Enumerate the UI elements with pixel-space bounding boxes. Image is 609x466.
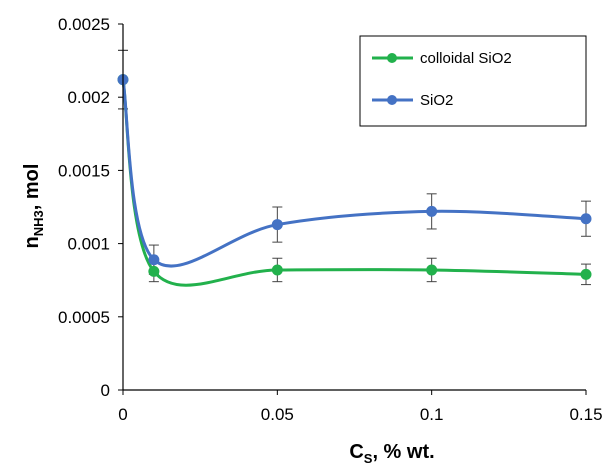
data-point-sio2 <box>148 254 160 266</box>
x-axis-title: CS, % wt. <box>349 441 434 466</box>
x-tick-label: 0.1 <box>420 405 444 424</box>
data-point-colloidal-sio2 <box>271 264 283 276</box>
legend-box <box>359 35 587 127</box>
tick-labels: 0 0.0005 0.001 0.0015 0.002 0.0025 0 0.05 0.1 0.1… <box>58 15 603 424</box>
data-point-colloidal-sio2 <box>426 264 438 276</box>
x-tick-label: 0 <box>118 405 127 424</box>
data-point-colloidal-sio2 <box>580 268 592 280</box>
data-point-colloidal-sio2 <box>148 265 160 277</box>
axes <box>118 23 587 395</box>
x-tick-label: 0.15 <box>569 405 602 424</box>
legend-marker-sio2 <box>387 95 397 105</box>
data-point-sio2 <box>580 213 592 225</box>
legend-label-sio2: SiO2 <box>420 92 453 109</box>
y-tick-label: 0 <box>101 381 110 400</box>
y-tick-label: 0.002 <box>67 88 110 107</box>
y-tick-label: 0.0025 <box>58 15 110 34</box>
legend-marker-colloidal-sio2 <box>387 53 397 63</box>
y-tick-label: 0.001 <box>67 235 110 254</box>
y-tick-label: 0.0015 <box>58 161 110 180</box>
legend: colloidal SiO2 SiO2 <box>359 35 587 127</box>
x-tick-label: 0.05 <box>261 405 294 424</box>
data-point-sio2 <box>271 219 283 231</box>
series-markers <box>117 74 592 280</box>
y-axis-title: nNH3, mol <box>21 164 46 249</box>
legend-label-colloidal-sio2: colloidal SiO2 <box>420 50 512 67</box>
y-tick-label: 0.0005 <box>58 308 110 327</box>
data-point-sio2 <box>426 205 438 217</box>
